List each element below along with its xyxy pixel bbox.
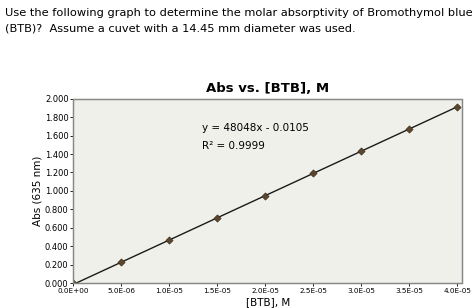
- Point: [118, 260, 125, 265]
- Text: Use the following graph to determine the molar absorptivity of Bromothymol blue: Use the following graph to determine the…: [5, 8, 473, 18]
- Point: [406, 127, 413, 132]
- Point: [357, 149, 365, 154]
- X-axis label: [BTB], M: [BTB], M: [246, 297, 290, 307]
- Y-axis label: Abs (635 nm): Abs (635 nm): [32, 156, 42, 226]
- Point: [310, 171, 317, 176]
- Point: [165, 237, 173, 242]
- Point: [70, 281, 77, 286]
- Point: [454, 104, 461, 109]
- Text: (BTB)?  Assume a cuvet with a 14.45 mm diameter was used.: (BTB)? Assume a cuvet with a 14.45 mm di…: [5, 23, 356, 33]
- Title: Abs vs. [BTB], M: Abs vs. [BTB], M: [206, 82, 329, 95]
- Point: [262, 193, 269, 198]
- Text: y = 48048x - 0.0105: y = 48048x - 0.0105: [202, 123, 309, 132]
- Text: R² = 0.9999: R² = 0.9999: [202, 141, 264, 151]
- Point: [214, 215, 221, 220]
